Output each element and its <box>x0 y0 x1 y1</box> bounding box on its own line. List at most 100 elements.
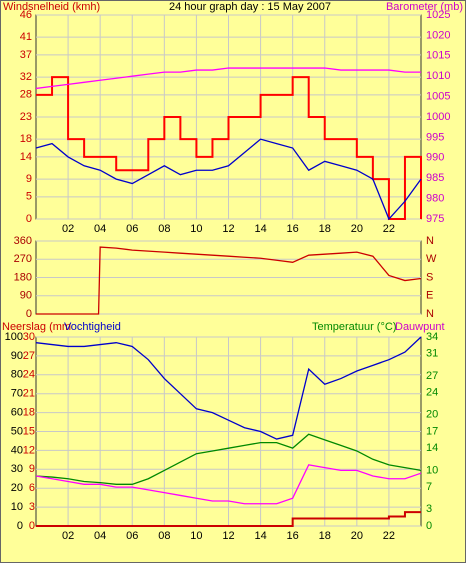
y-tick-label: 5 <box>26 191 32 203</box>
x-tick-label: 02 <box>62 223 74 235</box>
x-tick-label: 20 <box>351 223 363 235</box>
y2-tick-label: 7 <box>426 481 432 493</box>
y-tick-label: 10 <box>11 501 23 513</box>
y-tick-label: 28 <box>20 89 32 101</box>
y-tick-label: 100 <box>5 331 23 343</box>
y3-tick-label: 6 <box>29 482 35 494</box>
y-tick-label: 0 <box>17 520 23 532</box>
y-tick-label: 23 <box>20 111 32 123</box>
y-axis-label: Vochtigheid <box>64 321 121 333</box>
y2-tick-label: 14 <box>426 442 438 454</box>
y2-axis-label: Barometer (mb) <box>386 1 463 13</box>
y-tick-label: 180 <box>14 271 32 283</box>
y2-tick-label: 1025 <box>426 9 450 21</box>
y2-tick-label: 1020 <box>426 29 450 41</box>
x-tick-label: 10 <box>190 530 202 542</box>
y2-tick-label: 995 <box>426 131 444 143</box>
y2-tick-label: S <box>426 271 433 283</box>
y-tick-label: 80 <box>11 369 23 381</box>
y2-tick-label: 990 <box>426 152 444 164</box>
y-tick-label: 90 <box>20 290 32 302</box>
dewpoint-label: Dauwpunt <box>395 321 445 333</box>
x-tick-label: 06 <box>126 530 138 542</box>
y2-tick-label: 980 <box>426 193 444 205</box>
y-tick-label: 18 <box>20 133 32 145</box>
y2-tick-label: 975 <box>426 213 444 225</box>
x-tick-label: 22 <box>383 223 395 235</box>
y2-tick-label: N <box>426 308 434 320</box>
y2-tick-label: 1010 <box>426 70 450 82</box>
y2-tick-label: 1015 <box>426 50 450 62</box>
x-tick-label: 18 <box>319 530 331 542</box>
x-tick-label: 08 <box>158 530 170 542</box>
series-line <box>35 464 422 505</box>
x-tick-label: 16 <box>287 530 299 542</box>
series-line <box>36 76 422 220</box>
y-tick-label: 37 <box>20 49 32 61</box>
y2-tick-label: 34 <box>426 331 438 343</box>
y-tick-label: 14 <box>20 151 32 163</box>
y-axis-label: Windsnelheid (kmh) <box>3 1 100 13</box>
x-tick-label: 20 <box>351 530 363 542</box>
y2-tick-label: N <box>426 235 434 247</box>
y2-tick-label: 27 <box>426 370 438 382</box>
chart-title: 24 hour graph day : 15 May 2007 <box>169 1 331 13</box>
y3-tick-label: 24 <box>23 369 35 381</box>
y3-tick-label: 12 <box>23 444 35 456</box>
y3-tick-label: 18 <box>23 407 35 419</box>
y2-tick-label: 31 <box>426 348 438 360</box>
y-tick-label: 50 <box>11 425 23 437</box>
x-tick-label: 14 <box>254 223 266 235</box>
x-tick-label: 12 <box>222 530 234 542</box>
y-tick-label: 0 <box>26 308 32 320</box>
y3-tick-label: 9 <box>29 463 35 475</box>
series-line <box>35 433 422 485</box>
x-tick-label: 04 <box>94 530 106 542</box>
x-tick-label: 22 <box>383 530 395 542</box>
x-tick-label: 16 <box>287 223 299 235</box>
x-tick-label: 12 <box>222 223 234 235</box>
y3-tick-label: 27 <box>23 350 35 362</box>
x-tick-label: 04 <box>94 223 106 235</box>
y2-tick-label: 1000 <box>426 111 450 123</box>
y2-tick-label: W <box>426 253 437 265</box>
y2-tick-label: 20 <box>426 409 438 421</box>
y-tick-label: 9 <box>26 173 32 185</box>
y2-tick-label: 0 <box>426 520 432 532</box>
y2-tick-label: 17 <box>426 425 438 437</box>
y-tick-label: 20 <box>11 482 23 494</box>
series-line <box>36 246 422 315</box>
y-tick-label: 32 <box>20 71 32 83</box>
series-line <box>35 138 422 221</box>
y3-axis-label: Neerslag (mm <box>2 321 71 333</box>
series-line <box>36 511 421 527</box>
series-line <box>35 336 422 440</box>
y3-tick-label: 15 <box>23 425 35 437</box>
x-tick-label: 18 <box>319 223 331 235</box>
y-tick-label: 90 <box>11 350 23 362</box>
y-tick-label: 70 <box>11 388 23 400</box>
y2-tick-label: 985 <box>426 172 444 184</box>
y3-tick-label: 21 <box>23 388 35 400</box>
y-tick-label: 41 <box>20 31 32 43</box>
y-tick-label: 360 <box>14 235 32 247</box>
y-tick-label: 30 <box>11 463 23 475</box>
y-tick-label: 0 <box>26 213 32 225</box>
x-tick-label: 14 <box>254 530 266 542</box>
x-tick-label: 02 <box>62 530 74 542</box>
y2-tick-label: E <box>426 290 433 302</box>
x-tick-label: 10 <box>190 223 202 235</box>
y-tick-label: 40 <box>11 444 23 456</box>
series-line <box>35 67 421 90</box>
y3-tick-label: 30 <box>23 331 35 343</box>
y3-tick-label: 0 <box>29 520 35 532</box>
y2-tick-label: 24 <box>426 386 438 398</box>
y2-tick-label: 1005 <box>426 91 450 103</box>
y-tick-label: 60 <box>11 407 23 419</box>
x-tick-label: 06 <box>126 223 138 235</box>
y-tick-label: 46 <box>20 9 32 21</box>
x-tick-label: 08 <box>158 223 170 235</box>
y-tick-label: 270 <box>14 253 32 265</box>
y3-tick-label: 3 <box>29 501 35 513</box>
